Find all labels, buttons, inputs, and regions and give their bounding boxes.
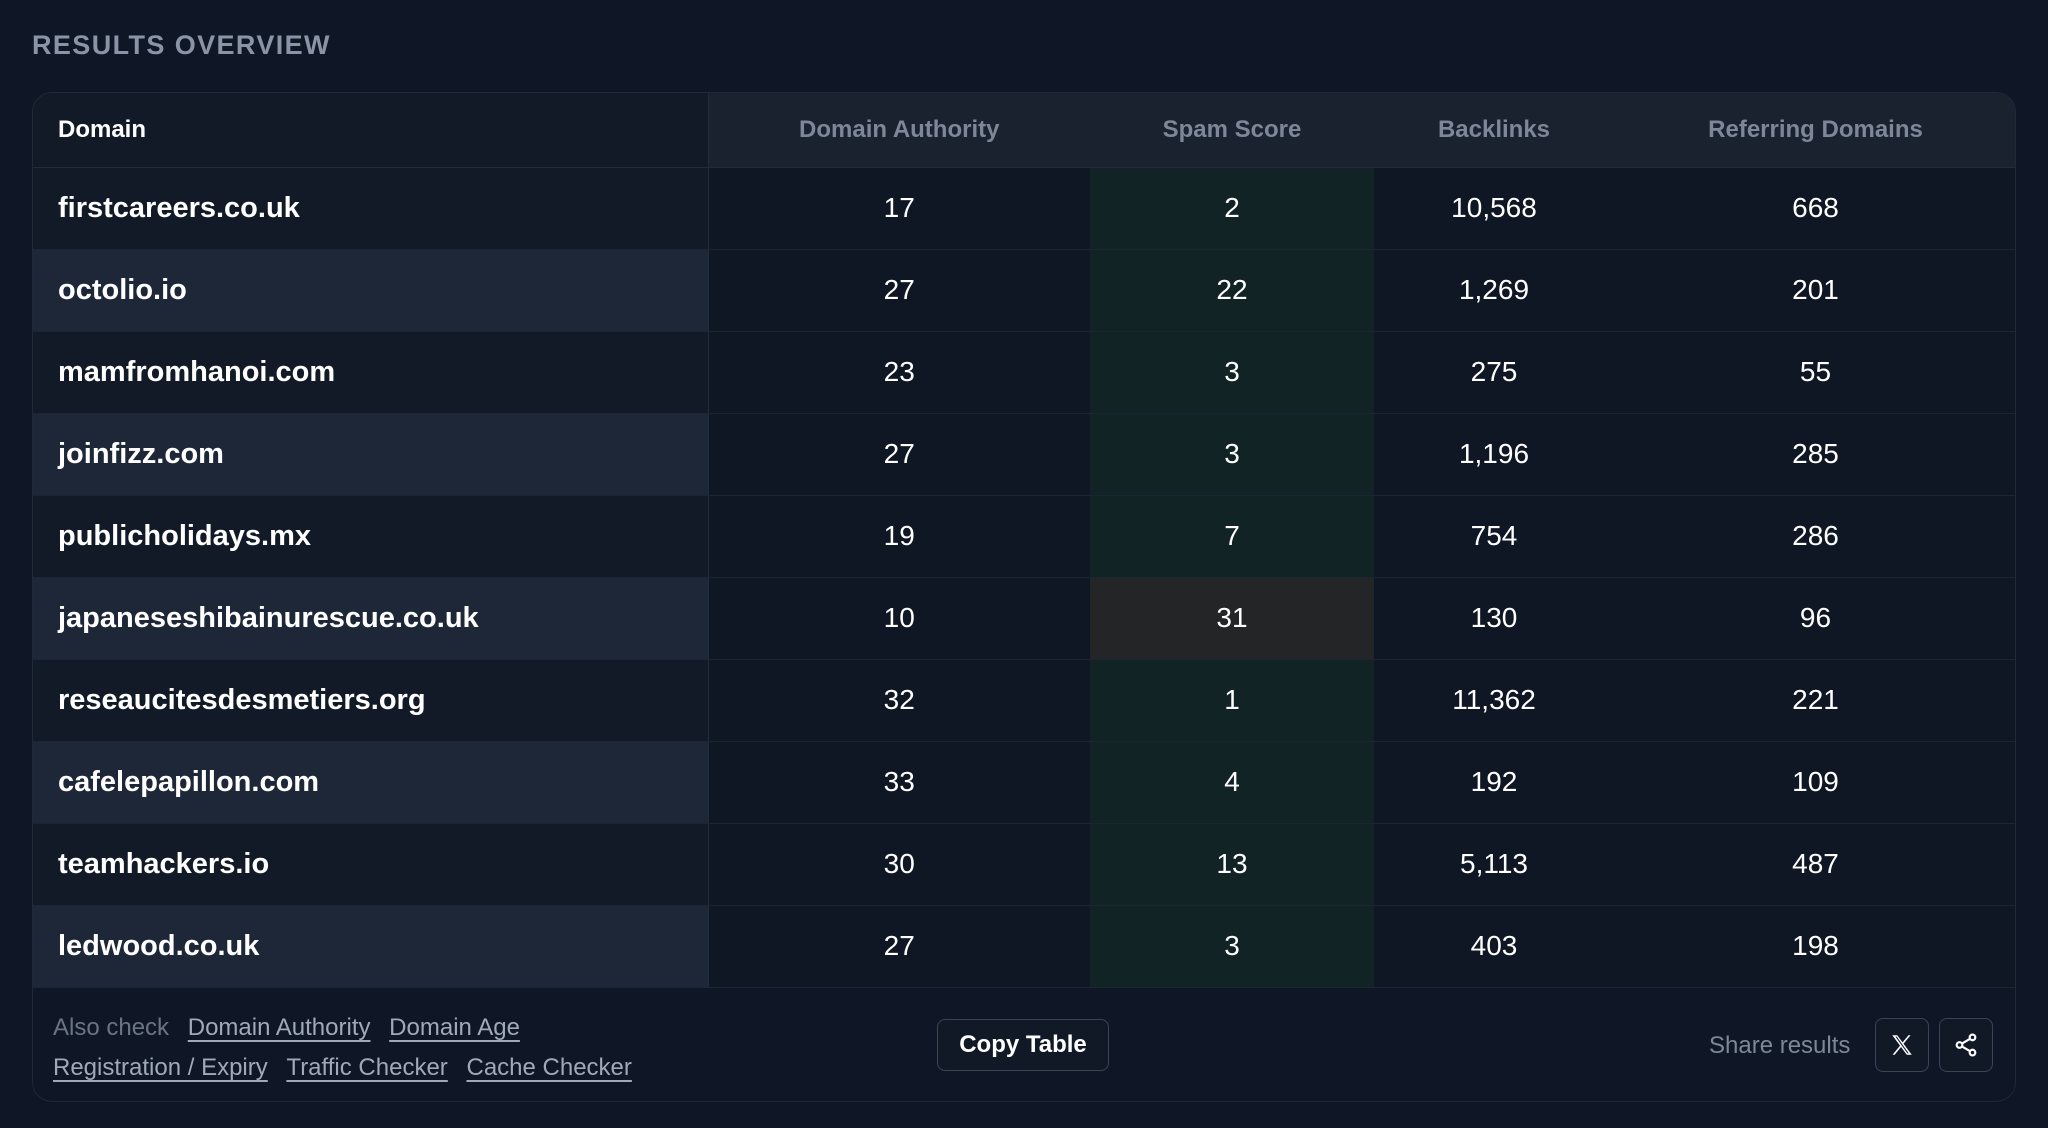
cell-domain-authority: 32 xyxy=(708,659,1090,742)
cell-referring-domains: 198 xyxy=(1614,905,2015,988)
cell-domain-authority: 27 xyxy=(708,905,1090,988)
cell-referring-domains: 487 xyxy=(1614,823,2015,906)
cell-domain: japaneseshibainurescue.co.uk xyxy=(33,577,709,660)
cell-referring-domains: 109 xyxy=(1614,741,2015,824)
cell-spam-score: 3 xyxy=(1090,905,1374,988)
results-card: Domain Domain Authority Spam Score Backl… xyxy=(32,92,2016,1102)
cell-backlinks: 10,568 xyxy=(1374,167,1614,250)
cell-spam-score: 2 xyxy=(1090,167,1374,250)
cell-backlinks: 403 xyxy=(1374,905,1614,988)
table-row: mamfromhanoi.com 23 3 275 55 xyxy=(33,331,2015,414)
cell-domain: octolio.io xyxy=(33,249,709,332)
link-domain-authority[interactable]: Domain Authority xyxy=(187,1014,371,1041)
cell-referring-domains: 55 xyxy=(1614,331,2015,414)
cell-domain-authority: 19 xyxy=(708,495,1090,578)
cell-backlinks: 1,269 xyxy=(1374,249,1614,332)
table-row: octolio.io 27 22 1,269 201 xyxy=(33,249,2015,332)
cell-spam-score: 22 xyxy=(1090,249,1374,332)
cell-domain-authority: 27 xyxy=(708,249,1090,332)
cell-domain: ledwood.co.uk xyxy=(33,905,709,988)
table-row: firstcareers.co.uk 17 2 10,568 668 xyxy=(33,167,2015,250)
cell-domain-authority: 10 xyxy=(708,577,1090,660)
link-traffic-checker[interactable]: Traffic Checker xyxy=(286,1054,448,1081)
cell-referring-domains: 201 xyxy=(1614,249,2015,332)
link-domain-age[interactable]: Domain Age xyxy=(389,1014,520,1041)
results-table: Domain Domain Authority Spam Score Backl… xyxy=(33,93,2015,988)
cell-referring-domains: 286 xyxy=(1614,495,2015,578)
column-header-spam-score[interactable]: Spam Score xyxy=(1090,93,1374,168)
cell-domain-authority: 33 xyxy=(708,741,1090,824)
cell-spam-score: 4 xyxy=(1090,741,1374,824)
cell-domain: publicholidays.mx xyxy=(33,495,709,578)
copy-table-button[interactable]: Copy Table xyxy=(937,1019,1109,1071)
table-row: cafelepapillon.com 33 4 192 109 xyxy=(33,741,2015,824)
cell-domain: joinfizz.com xyxy=(33,413,709,496)
column-header-domain-authority[interactable]: Domain Authority xyxy=(708,93,1090,168)
cell-domain-authority: 30 xyxy=(708,823,1090,906)
cell-spam-score: 3 xyxy=(1090,413,1374,496)
cell-domain: teamhackers.io xyxy=(33,823,709,906)
table-row: teamhackers.io 30 13 5,113 487 xyxy=(33,823,2015,906)
cell-spam-score: 31 xyxy=(1090,577,1374,660)
also-check-label: Also check xyxy=(53,1014,170,1041)
column-header-referring-domains[interactable]: Referring Domains xyxy=(1614,93,2015,168)
cell-backlinks: 192 xyxy=(1374,741,1614,824)
cell-backlinks: 754 xyxy=(1374,495,1614,578)
share-results-label: Share results xyxy=(1709,1032,1851,1059)
cell-backlinks: 5,113 xyxy=(1374,823,1614,906)
cell-domain: cafelepapillon.com xyxy=(33,741,709,824)
cell-domain-authority: 17 xyxy=(708,167,1090,250)
section-title: RESULTS OVERVIEW xyxy=(32,30,331,60)
x-logo-icon xyxy=(1892,1035,1912,1055)
cell-backlinks: 11,362 xyxy=(1374,659,1614,742)
cell-referring-domains: 285 xyxy=(1614,413,2015,496)
column-header-backlinks[interactable]: Backlinks xyxy=(1374,93,1614,168)
share-icon xyxy=(1955,1033,1977,1057)
cell-domain-authority: 27 xyxy=(708,413,1090,496)
cell-referring-domains: 96 xyxy=(1614,577,2015,660)
cell-domain: mamfromhanoi.com xyxy=(33,331,709,414)
cell-backlinks: 1,196 xyxy=(1374,413,1614,496)
cell-referring-domains: 668 xyxy=(1614,167,2015,250)
also-check: Also check Domain Authority Domain Age R… xyxy=(53,1008,733,1088)
cell-backlinks: 275 xyxy=(1374,331,1614,414)
share-button[interactable] xyxy=(1939,1018,1993,1072)
cell-domain-authority: 23 xyxy=(708,331,1090,414)
table-row: reseaucitesdesmetiers.org 32 1 11,362 221 xyxy=(33,659,2015,742)
cell-domain: reseaucitesdesmetiers.org xyxy=(33,659,709,742)
link-cache-checker[interactable]: Cache Checker xyxy=(466,1054,632,1081)
cell-spam-score: 13 xyxy=(1090,823,1374,906)
table-header-row: Domain Domain Authority Spam Score Backl… xyxy=(33,93,2015,168)
cell-referring-domains: 221 xyxy=(1614,659,2015,742)
cell-domain: firstcareers.co.uk xyxy=(33,167,709,250)
cell-spam-score: 3 xyxy=(1090,331,1374,414)
cell-spam-score: 7 xyxy=(1090,495,1374,578)
share-x-button[interactable] xyxy=(1875,1018,1929,1072)
table-row: japaneseshibainurescue.co.uk 10 31 130 96 xyxy=(33,577,2015,660)
table-row: publicholidays.mx 19 7 754 286 xyxy=(33,495,2015,578)
column-header-domain[interactable]: Domain xyxy=(33,93,709,168)
cell-spam-score: 1 xyxy=(1090,659,1374,742)
link-registration-expiry[interactable]: Registration / Expiry xyxy=(53,1054,268,1081)
table-row: joinfizz.com 27 3 1,196 285 xyxy=(33,413,2015,496)
table-row: ledwood.co.uk 27 3 403 198 xyxy=(33,905,2015,988)
cell-backlinks: 130 xyxy=(1374,577,1614,660)
table-footer: Also check Domain Authority Domain Age R… xyxy=(33,988,2015,1101)
